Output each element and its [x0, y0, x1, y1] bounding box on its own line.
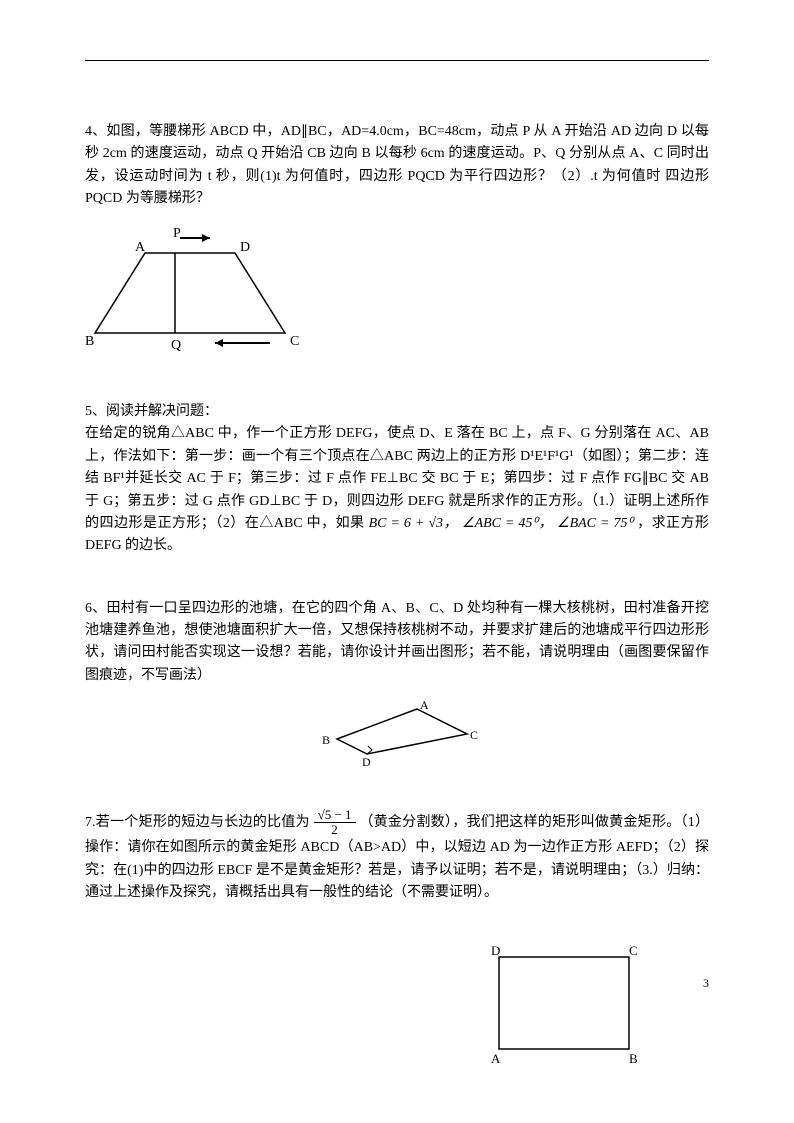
problem-6: 6、田村有一口呈四边形的池塘，在它的四个角 A、B、C、D 处均种有一棵大核桃树… — [85, 598, 709, 778]
rect-label-C: C — [629, 943, 638, 958]
rect-svg: D C A B — [479, 939, 649, 1069]
rect-label-B: B — [629, 1051, 638, 1066]
rect-figure: D C A B — [85, 939, 709, 1077]
quad-label-A: A — [420, 699, 429, 712]
problem-4: 4、如图，等腰梯形 ABCD 中，AD∥BC，AD=4.0cm，BC=48cm，… — [85, 121, 709, 371]
math-bac: ∠BAC = 75⁰ — [557, 516, 633, 531]
page-number: 3 — [703, 974, 709, 993]
quad-label-C: C — [470, 728, 478, 742]
label-P: P — [173, 226, 181, 241]
quad-label-D: D — [362, 755, 371, 769]
problem-7-text-a: 7.若一个矩形的短边与长边的比值为 — [85, 815, 314, 830]
trapezoid-svg: A D B C P Q — [85, 223, 315, 363]
rect-label-D: D — [491, 943, 500, 958]
trapezoid-figure: A D B C P Q — [85, 223, 709, 371]
rect-label-A: A — [491, 1051, 501, 1066]
page: 4、如图，等腰梯形 ABCD 中，AD∥BC，AD=4.0cm，BC=48cm，… — [0, 0, 794, 1123]
problem-7: 7.若一个矩形的短边与长边的比值为 √5 − 1 2 （黄金分割数），我们把这样… — [85, 808, 709, 1078]
problem-4-text: 4、如图，等腰梯形 ABCD 中，AD∥BC，AD=4.0cm，BC=48cm，… — [85, 124, 709, 206]
label-A: A — [135, 240, 146, 255]
quad-figure: A B C D — [85, 699, 709, 777]
quad-svg: A B C D — [312, 699, 482, 769]
math-abc: ∠ABC = 45⁰， — [462, 516, 553, 531]
quad-label-B: B — [322, 733, 330, 747]
math-bc: BC = 6 + √3， — [369, 516, 458, 531]
problem-5: 5、阅读并解决问题： 在给定的锐角△ABC 中，作一个正方形 DEFG，使点 D… — [85, 401, 709, 558]
top-rule — [85, 60, 709, 61]
label-B: B — [85, 334, 94, 349]
label-C: C — [290, 334, 299, 349]
label-D: D — [240, 240, 250, 255]
label-Q: Q — [171, 338, 181, 353]
fraction: √5 − 1 2 — [314, 808, 356, 838]
problem-6-text: 6、田村有一口呈四边形的池塘，在它的四个角 A、B、C、D 处均种有一棵大核桃树… — [85, 601, 709, 683]
problem-5-heading: 5、阅读并解决问题： — [85, 401, 709, 423]
